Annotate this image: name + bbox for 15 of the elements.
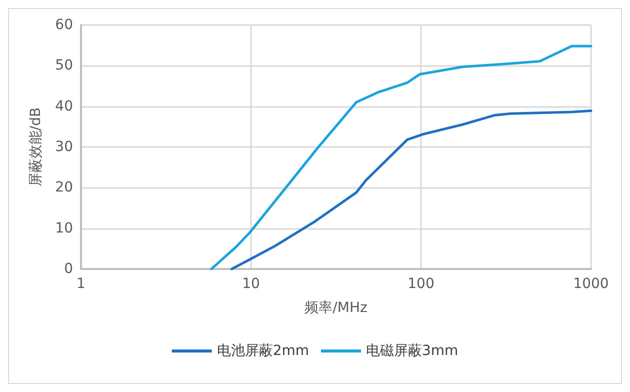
y-tick-label: 50 [55,58,73,74]
y-tick-label: 30 [55,139,73,155]
x-tick-label: 1 [76,276,86,292]
y-axis-title: 屏蔽效能/dB [28,107,44,187]
x-tick-label: 1000 [573,276,609,292]
x-tick-label: 10 [242,276,260,292]
y-tick-label: 10 [55,220,73,236]
y-tick-label: 20 [55,180,73,196]
x-tick-label: 100 [408,276,434,292]
y-tick-label: 0 [64,261,73,277]
y-tick-label: 60 [55,17,73,33]
legend-label: 电池屏蔽2mm [216,343,310,359]
legend-label: 电磁屏蔽3mm [366,343,458,359]
x-axis-title: 频率/MHz [304,300,368,316]
y-tick-label: 40 [55,98,73,114]
